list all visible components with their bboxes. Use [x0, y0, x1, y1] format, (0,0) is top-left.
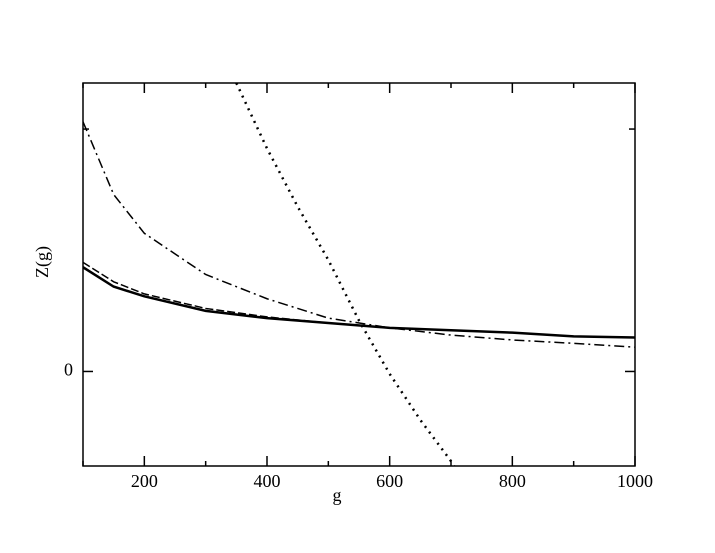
series-line [235, 83, 456, 466]
plot-frame [82, 82, 636, 467]
plot-area [83, 83, 635, 466]
x-tick-label: 600 [376, 471, 403, 491]
x-tick-label: 1000 [617, 471, 653, 491]
x-axis-label: g [333, 485, 342, 505]
y-tick-label: 0 [64, 360, 73, 380]
series-line [83, 266, 635, 339]
y-axis-label: Z(g) [32, 246, 53, 278]
x-tick-label: 800 [499, 471, 526, 491]
series-line [83, 261, 635, 339]
series-line [83, 121, 635, 348]
x-tick-label: 400 [254, 471, 281, 491]
x-tick-label: 200 [131, 471, 158, 491]
